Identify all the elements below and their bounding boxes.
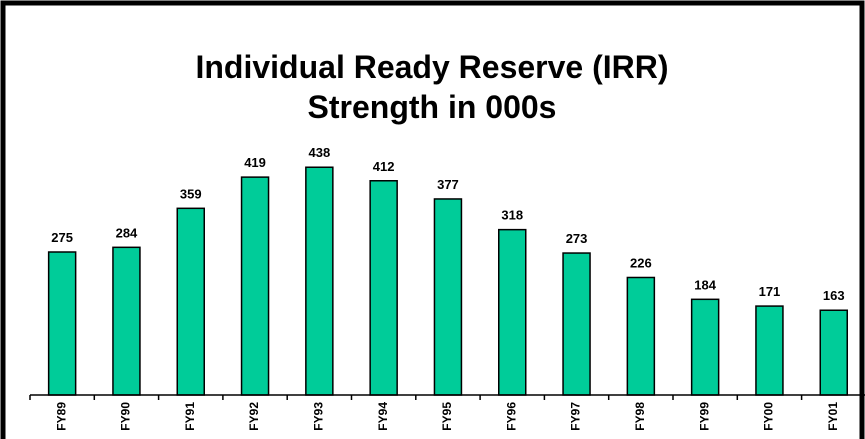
data-label: 226 xyxy=(630,255,652,270)
bar xyxy=(562,252,591,396)
bar xyxy=(112,246,141,396)
chart-title: Individual Ready Reserve (IRR) xyxy=(195,49,668,85)
x-tick-label: FY98 xyxy=(633,402,647,431)
bar xyxy=(819,309,848,396)
chart-title: Strength in 000s xyxy=(308,89,557,125)
bar xyxy=(47,251,77,396)
x-tick-label: FY95 xyxy=(440,402,454,431)
data-label: 275 xyxy=(51,230,73,245)
bar xyxy=(626,276,656,396)
x-tick-label: FY89 xyxy=(54,402,68,431)
data-label: 438 xyxy=(308,145,330,160)
data-label: 419 xyxy=(244,155,266,170)
data-label: 412 xyxy=(373,159,395,174)
x-tick-label: FY91 xyxy=(183,402,197,431)
data-label: 359 xyxy=(180,186,202,201)
x-tick-label: FY96 xyxy=(504,402,518,431)
bar xyxy=(305,166,334,396)
data-label: 377 xyxy=(437,177,459,192)
x-tick-label: FY90 xyxy=(119,402,133,431)
data-label: 171 xyxy=(759,284,781,299)
bar xyxy=(433,198,463,396)
x-tick-label: FY93 xyxy=(312,402,326,431)
x-tick-label: FY99 xyxy=(697,402,711,431)
x-tick-label: FY97 xyxy=(569,402,583,431)
bar xyxy=(369,180,398,396)
data-label: 163 xyxy=(823,288,845,303)
data-label: 284 xyxy=(116,225,138,240)
bar xyxy=(176,207,205,396)
x-tick-label: FY00 xyxy=(762,402,776,431)
bar xyxy=(690,298,720,396)
x-tick-label: FY92 xyxy=(247,402,261,431)
x-tick-label: FY94 xyxy=(376,402,390,431)
x-tick-label: FY01 xyxy=(826,402,840,431)
bar xyxy=(498,228,527,396)
bar xyxy=(755,305,784,396)
data-label: 318 xyxy=(501,208,523,223)
bar xyxy=(240,176,270,396)
data-label: 184 xyxy=(694,277,716,292)
data-label: 273 xyxy=(566,231,588,246)
